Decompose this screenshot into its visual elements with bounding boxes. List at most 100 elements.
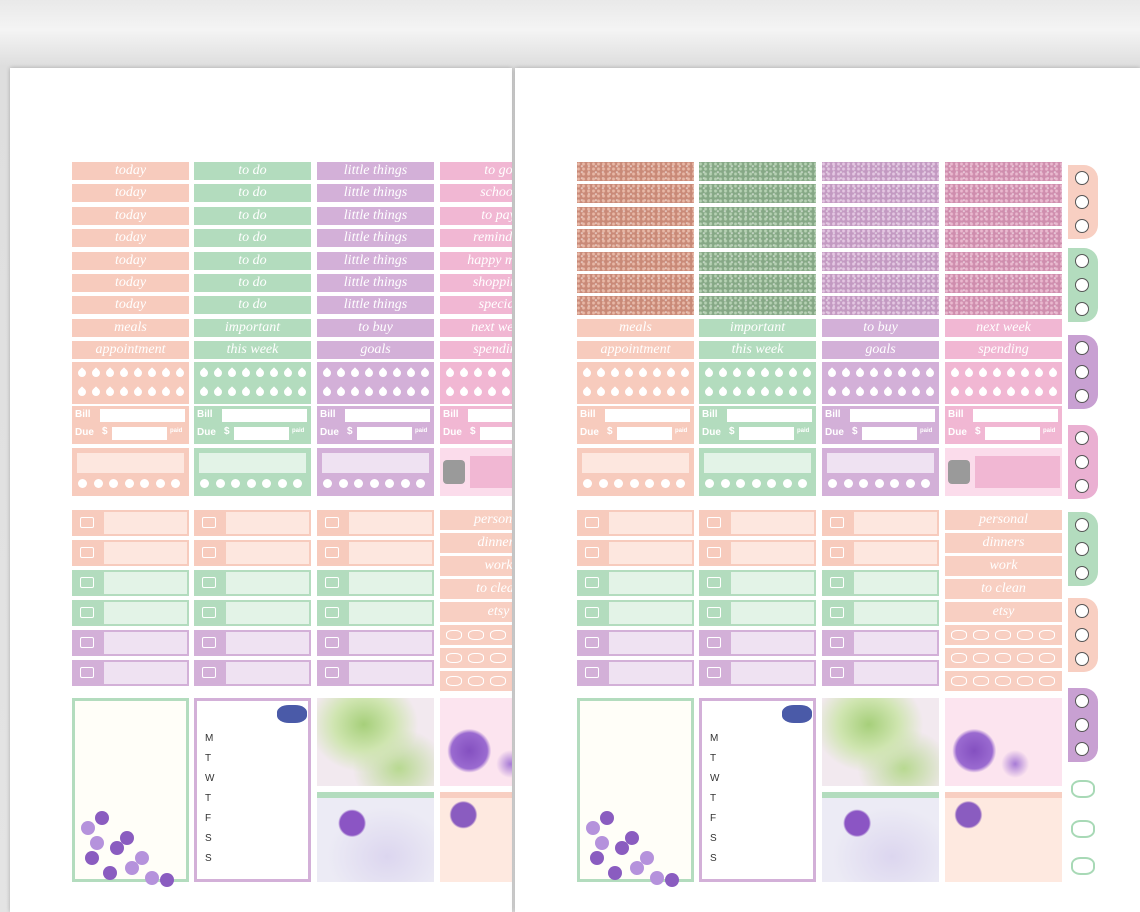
glitter-strip [945, 162, 1062, 181]
drop-icon [773, 386, 785, 398]
lilac-sticker [440, 698, 512, 786]
paid-label: paid [170, 428, 183, 434]
drop-icon [703, 386, 715, 398]
drop-icon [472, 367, 484, 379]
icon [325, 667, 339, 678]
label-sticker: little things [317, 274, 434, 293]
drop-icon [405, 386, 417, 398]
bill-label: Bill [702, 409, 718, 420]
side-label-sticker: etsy [945, 602, 1062, 622]
lilac-flower [160, 873, 174, 887]
weekday-label: T [205, 753, 212, 764]
write-area [226, 512, 309, 534]
drop-icon [419, 367, 431, 379]
heart-icon [905, 479, 915, 488]
drop-icon [977, 386, 989, 398]
bow-icon [951, 653, 967, 663]
heart-icon [293, 479, 302, 488]
bow-icon [1017, 630, 1033, 640]
glitter-strip [699, 184, 816, 204]
lilac-flower [103, 866, 117, 880]
icon-sticker [194, 540, 311, 566]
flower-strip [440, 792, 512, 882]
glitter-strip [945, 206, 1062, 226]
sticker-sheet: today today today today today today today meals… [10, 68, 512, 912]
heart-icon [231, 479, 240, 488]
heart-icon [1075, 254, 1089, 268]
drop-icon [896, 367, 908, 379]
bill-due-sticker: Bill Due $ paid [699, 406, 816, 444]
glitter-strip [945, 229, 1062, 249]
label-sticker: today [72, 162, 189, 181]
heart-icon [676, 479, 685, 488]
drop-icon [174, 367, 186, 379]
box-sticker [317, 448, 434, 496]
heart-icon [1075, 365, 1089, 379]
write-box [322, 453, 429, 473]
flower-strip [945, 792, 1062, 882]
drop-icon [500, 386, 512, 398]
bill-field [605, 409, 690, 422]
icon-sticker [317, 600, 434, 626]
heart-icon [400, 479, 410, 488]
heart-icon [583, 479, 592, 488]
dollar-label: $ [852, 426, 858, 437]
write-area [854, 512, 937, 534]
drop-icon [1033, 367, 1045, 379]
drop-icon [991, 386, 1003, 398]
due-field [617, 427, 672, 440]
bow-icon [1039, 630, 1055, 640]
drop-icon [1047, 386, 1059, 398]
drop-icon [76, 386, 88, 398]
ribbon-bow [782, 705, 812, 723]
write-area [854, 632, 937, 654]
icon-sticker [317, 510, 434, 536]
drop-icon [419, 386, 431, 398]
glitter-strip [822, 251, 939, 271]
dollar-label: $ [224, 426, 230, 437]
write-box [199, 453, 306, 473]
weekday-label: S [710, 853, 717, 864]
icon [202, 547, 216, 558]
icon-sticker [194, 510, 311, 536]
heart-tab-sticker [1068, 598, 1098, 672]
write-area [226, 632, 309, 654]
weekday-label: W [205, 773, 215, 784]
drop-icon [759, 386, 771, 398]
drop-icon [977, 367, 989, 379]
heart-icon [921, 479, 930, 488]
bill-due-sticker: Bill Due $ paid [577, 406, 694, 444]
drop-icon [840, 386, 852, 398]
icon-sticker [699, 570, 816, 596]
lilac-flower [95, 811, 109, 825]
label-sticker: little things [317, 296, 434, 316]
drop-icon [731, 386, 743, 398]
drop-icon [991, 367, 1003, 379]
glitter-strip [699, 274, 816, 293]
drop-icon [731, 367, 743, 379]
lilac-flower [120, 831, 134, 845]
icon [325, 607, 339, 618]
bow-icon [446, 676, 462, 686]
drop-icon [665, 386, 677, 398]
leaf-sticker [822, 698, 939, 786]
bill-due-sticker: Bill Due $ paid [72, 406, 189, 444]
due-label: Due [75, 427, 94, 438]
bow-icon [951, 676, 967, 686]
ribbon-bow [277, 705, 307, 723]
heart-icon [1075, 431, 1089, 445]
weekday-label: T [710, 753, 717, 764]
icon-sticker [577, 630, 694, 656]
heart-tab-sticker [1068, 335, 1098, 409]
water-drops-sticker [945, 362, 1062, 404]
icon [707, 607, 721, 618]
box-sticker [822, 448, 939, 496]
bow-strip [440, 648, 512, 668]
glitter-strip [699, 229, 816, 249]
heart-icon [859, 479, 868, 488]
drop-icon [226, 386, 238, 398]
icon-sticker [822, 570, 939, 596]
glitter-strip [577, 251, 694, 271]
drop-icon [405, 367, 417, 379]
